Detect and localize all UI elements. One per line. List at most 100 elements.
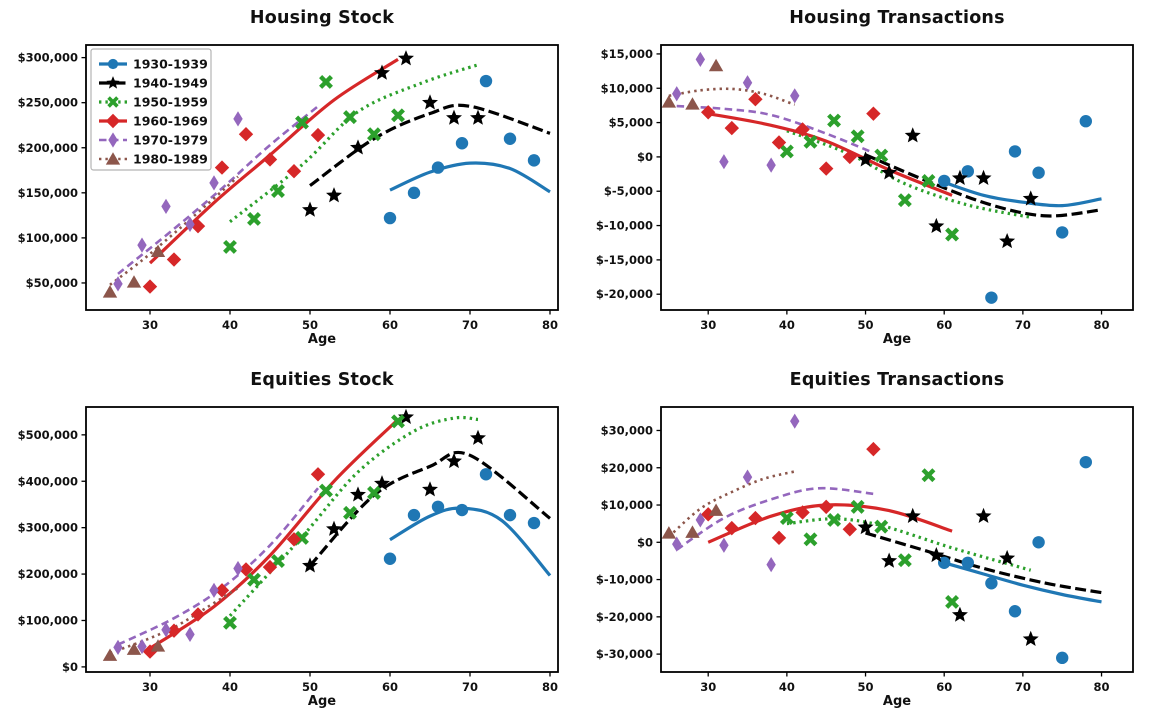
thin-diamond-marker xyxy=(790,413,800,429)
x-axis-label: Age xyxy=(882,332,912,347)
x-tick-label: 70 xyxy=(1015,318,1031,332)
x-tick-label: 80 xyxy=(1094,318,1110,332)
y-tick-label: $10,000 xyxy=(601,498,653,512)
x-tick-label: 40 xyxy=(779,318,795,332)
triangle-marker xyxy=(150,244,166,258)
triangle-marker xyxy=(685,97,700,110)
circle-marker xyxy=(985,291,998,304)
thin-diamond-marker xyxy=(742,75,753,91)
chart-title: Housing Transactions xyxy=(789,8,1005,28)
circle-marker xyxy=(503,508,517,522)
circle-marker xyxy=(1079,115,1092,128)
x-marker xyxy=(803,532,818,547)
triangle-marker xyxy=(685,525,700,538)
fit-line-1960-1969 xyxy=(149,418,400,650)
circle-marker xyxy=(383,552,397,565)
x-marker xyxy=(223,615,237,630)
x-tick-label: 70 xyxy=(1015,680,1031,694)
fit-line-1930-1939 xyxy=(943,180,1102,208)
y-tick-label: $50,000 xyxy=(26,276,78,290)
thin-diamond-marker xyxy=(766,557,776,573)
x-axis-label: Age xyxy=(882,694,912,709)
diamond-marker xyxy=(286,163,302,179)
plot-border xyxy=(660,44,1134,311)
y-tick-label: $200,000 xyxy=(18,567,78,581)
thin-diamond-marker xyxy=(672,536,682,552)
chart-title: Equities Stock xyxy=(250,370,394,390)
star-marker xyxy=(1022,630,1039,647)
star-marker xyxy=(374,64,390,80)
fit-line-1970-1979 xyxy=(117,105,319,275)
star-marker xyxy=(374,475,390,491)
legend-entry: 1940-1949 xyxy=(99,76,208,91)
circle-marker xyxy=(479,74,493,88)
circle-marker xyxy=(431,161,445,174)
circle-marker xyxy=(407,508,421,522)
y-tick-label: $300,000 xyxy=(18,521,78,535)
fit-line-1970-1979 xyxy=(676,104,874,155)
star-marker xyxy=(999,232,1016,249)
star-marker xyxy=(857,518,874,535)
diamond-marker xyxy=(724,520,739,536)
thin-diamond-marker xyxy=(161,622,171,638)
x-marker xyxy=(850,129,865,144)
triangle-marker xyxy=(105,152,121,165)
circle-marker xyxy=(1008,145,1022,158)
diamond-marker xyxy=(310,467,326,482)
plot-canvas: 30 40 50 60 70 80 $500,000 $400,000 $300,000 $200… xyxy=(18,406,559,694)
circle-marker xyxy=(383,211,397,225)
legend-box xyxy=(90,48,212,171)
thin-diamond-marker xyxy=(209,175,219,191)
star-marker xyxy=(350,486,366,502)
star-marker xyxy=(106,76,120,89)
y-tick-label: $0 xyxy=(62,660,78,674)
plot-border xyxy=(85,406,559,673)
diamond-marker xyxy=(866,441,881,457)
diamond-marker xyxy=(214,583,230,598)
thin-diamond-marker xyxy=(233,560,243,577)
x-marker xyxy=(779,511,794,526)
chart-equities-stock: Equities Stock Age 30 40 50 60 70 80 $500,000 $… xyxy=(0,362,575,724)
star-marker xyxy=(326,520,342,536)
x-marker xyxy=(945,594,960,609)
diamond-marker xyxy=(819,499,834,515)
x-marker xyxy=(319,483,333,498)
thin-diamond-marker xyxy=(766,157,776,173)
y-tick-label: $400,000 xyxy=(18,474,78,488)
star-marker xyxy=(326,187,342,203)
x-marker xyxy=(343,505,357,520)
star-marker xyxy=(398,50,414,66)
circle-marker xyxy=(1056,226,1069,239)
x-tick-label: 50 xyxy=(302,680,318,694)
thin-diamond-marker xyxy=(113,639,123,656)
star-marker xyxy=(857,151,874,167)
circle-marker xyxy=(1079,455,1092,469)
circle-marker xyxy=(961,165,974,178)
y-tick-label: $10,000 xyxy=(601,81,653,95)
circle-marker xyxy=(455,503,469,517)
thin-diamond-marker xyxy=(695,51,706,68)
y-tick-label: $30,000 xyxy=(601,423,653,437)
star-marker xyxy=(951,606,968,622)
thin-diamond-marker xyxy=(209,582,219,598)
legend-label: 1970-1979 xyxy=(133,133,208,148)
fit-line-1980-1989 xyxy=(109,175,239,286)
diamond-marker xyxy=(142,279,158,294)
x-marker xyxy=(897,193,912,208)
x-marker xyxy=(945,227,960,242)
legend-entry: 1960-1969 xyxy=(99,114,208,129)
triangle-marker xyxy=(661,526,677,539)
thin-diamond-marker xyxy=(161,198,171,214)
star-marker xyxy=(881,552,898,568)
circle-marker xyxy=(961,556,974,569)
y-tick-label: $-15,000 xyxy=(596,253,653,267)
x-tick-label: 50 xyxy=(858,318,874,332)
diamond-marker xyxy=(214,160,230,175)
fit-line-1980-1989 xyxy=(668,470,795,538)
x-marker xyxy=(897,553,912,568)
circle-marker xyxy=(1032,166,1045,179)
x-tick-label: 80 xyxy=(542,318,558,332)
diamond-marker xyxy=(190,607,206,622)
x-tick-label: 70 xyxy=(462,680,478,694)
fit-line-1950-1959 xyxy=(229,63,479,223)
